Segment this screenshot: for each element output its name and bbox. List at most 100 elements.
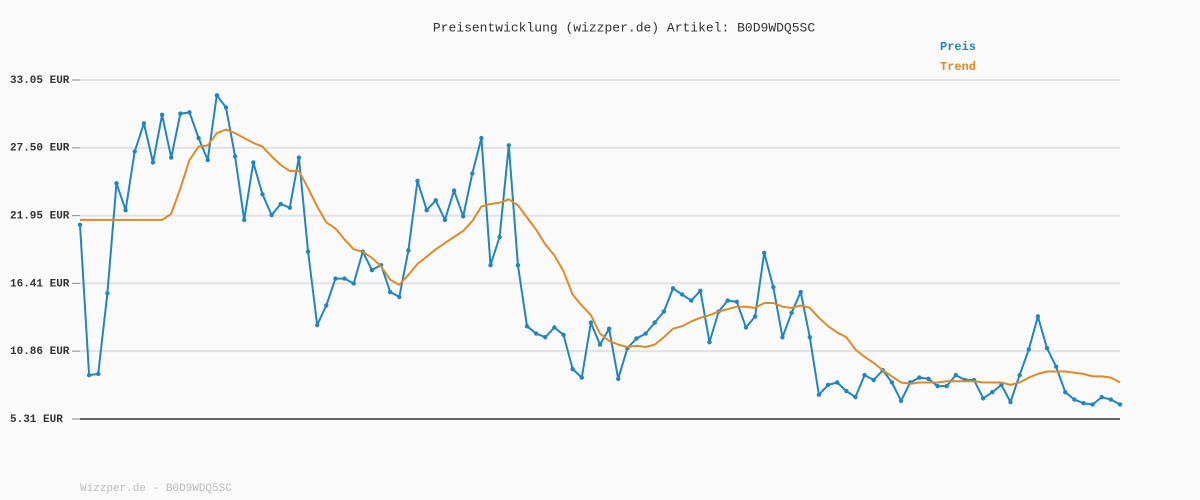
y-tick-label: 27.50 EUR (10, 143, 70, 155)
y-tick-label: 21.95 EUR (10, 211, 70, 223)
point (807, 335, 813, 340)
point (853, 394, 858, 400)
point (333, 276, 338, 281)
point (579, 375, 584, 380)
y-tick-label: 5.31 EUR (10, 414, 63, 426)
point (479, 135, 484, 141)
point (771, 284, 776, 290)
point (415, 178, 420, 184)
point (314, 322, 320, 328)
point (77, 222, 83, 228)
point (342, 276, 347, 281)
y-tick-label: 10.86 EUR (10, 346, 70, 358)
point (725, 298, 730, 303)
point (1063, 390, 1068, 395)
point (698, 288, 703, 294)
point (844, 388, 849, 394)
point (862, 372, 867, 378)
point (643, 331, 648, 336)
point (533, 331, 539, 336)
y-tick-label: 16.41 EUR (10, 278, 70, 290)
point (470, 171, 475, 176)
point (96, 371, 101, 377)
point (816, 392, 822, 397)
point (178, 111, 183, 116)
point (871, 377, 876, 383)
point (543, 335, 548, 340)
point (132, 149, 137, 154)
point (953, 372, 958, 378)
point (944, 383, 949, 389)
point (561, 332, 566, 337)
point (834, 380, 840, 385)
point (141, 121, 147, 126)
point (917, 375, 922, 380)
point (187, 110, 192, 115)
point (232, 154, 238, 159)
point (980, 396, 986, 401)
point (433, 198, 438, 203)
point (1035, 314, 1041, 319)
point (670, 286, 676, 291)
point (406, 248, 411, 253)
legend-label: Trend (940, 60, 976, 74)
point (460, 214, 466, 219)
point (734, 299, 740, 305)
point (506, 143, 511, 148)
point (251, 160, 256, 165)
point (1008, 399, 1013, 405)
point (351, 281, 356, 286)
point (606, 326, 612, 331)
point (1044, 346, 1050, 351)
point (661, 309, 667, 314)
point (552, 325, 557, 330)
footer: Wizzper.de - B0D9WDQ5SC (80, 483, 232, 495)
point (205, 157, 210, 163)
point (324, 303, 329, 308)
point (305, 249, 311, 254)
point (935, 383, 940, 389)
legend-label: Preis (940, 40, 976, 54)
point (789, 310, 794, 316)
point (524, 324, 530, 329)
point (990, 390, 995, 395)
point (689, 298, 694, 303)
point (196, 135, 201, 141)
point (260, 192, 265, 197)
point (242, 217, 247, 223)
point (296, 155, 302, 160)
point (588, 320, 594, 325)
point (424, 207, 429, 213)
point (451, 188, 457, 193)
point (387, 289, 393, 295)
point (515, 262, 521, 268)
point (1026, 347, 1031, 352)
point (1053, 364, 1059, 369)
point (1017, 372, 1022, 378)
point (1072, 397, 1077, 402)
point (752, 314, 758, 319)
point (889, 380, 895, 385)
point (1108, 397, 1114, 402)
point (597, 342, 603, 347)
point (223, 105, 229, 110)
point (169, 155, 174, 160)
point (488, 262, 493, 268)
point (86, 372, 92, 378)
point (114, 181, 119, 186)
point (1117, 402, 1123, 407)
chart-title: Preisentwicklung (wizzper.de) Artikel: B… (433, 20, 815, 35)
point (707, 339, 712, 345)
point (1090, 402, 1095, 407)
point (898, 398, 904, 403)
point (214, 93, 220, 98)
point (269, 212, 274, 218)
point (497, 234, 502, 240)
point (397, 294, 402, 300)
point (798, 289, 803, 295)
point (652, 320, 657, 325)
point (1099, 394, 1104, 400)
